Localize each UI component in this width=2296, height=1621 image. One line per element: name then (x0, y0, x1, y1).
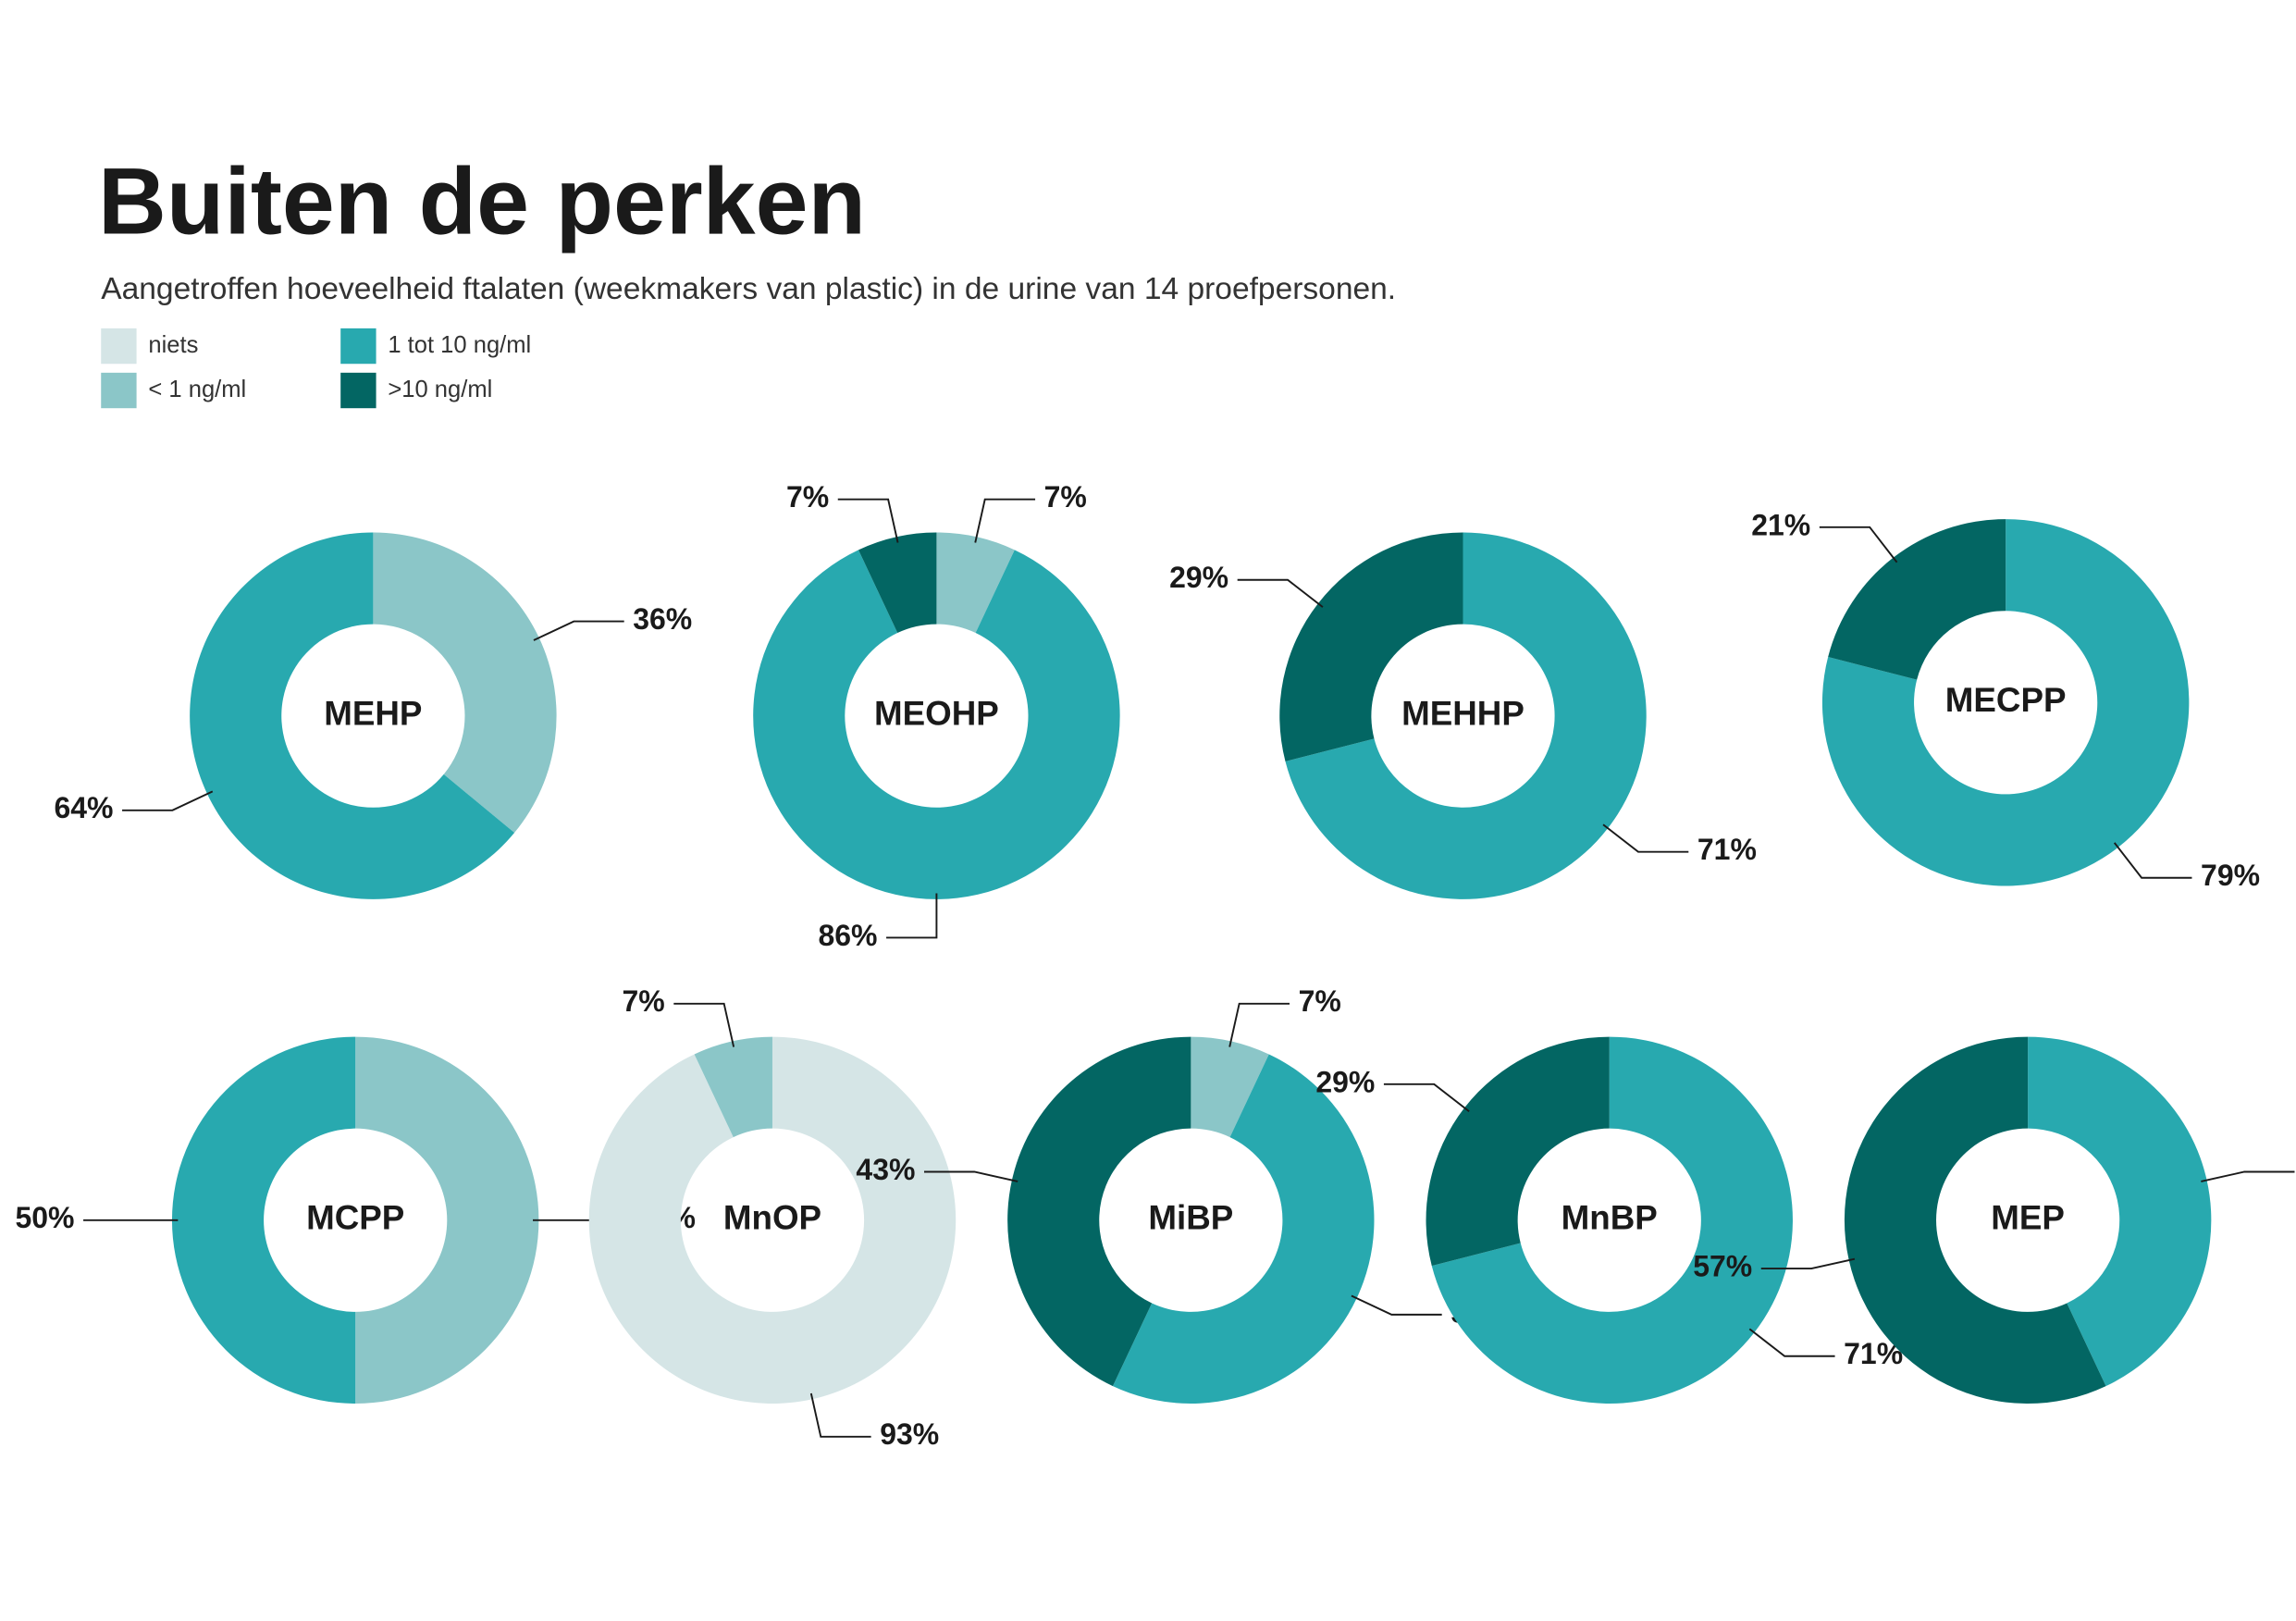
legend-label: >10 ng/ml (388, 377, 492, 402)
leader-line (886, 893, 938, 939)
donut-label: MEP (1991, 1198, 2065, 1236)
leader-line (837, 498, 899, 543)
donut-label: MEOHP (874, 694, 999, 732)
legend-label: 1 tot 10 ng/ml (388, 332, 531, 358)
donut-label: MCPP (306, 1198, 404, 1236)
value-label: 71% (1697, 833, 1757, 866)
donut-segment (1828, 519, 2006, 680)
donut-segment (858, 532, 937, 634)
legend-swatch (101, 328, 137, 365)
donut-segment (1821, 519, 2190, 886)
donut-segment (2028, 1036, 2212, 1387)
leader-line (2113, 842, 2192, 879)
value-label: 7% (1299, 984, 1341, 1018)
donut-segment (753, 550, 1120, 899)
value-label: 7% (786, 480, 829, 514)
donut-chart: 43%57%MEP (1693, 1036, 2295, 1404)
leader-line (533, 620, 624, 641)
donut-segment (588, 1036, 957, 1404)
donut-chart: 71% 29% MEHHP (1169, 532, 1757, 899)
legend-label: < 1 ng/ml (148, 377, 246, 402)
value-label: 29% (1169, 561, 1228, 594)
value-label: 21% (1751, 508, 1810, 541)
donut-label: MECPP (1945, 681, 2067, 719)
legend-swatch (340, 372, 376, 409)
donut-label: MnBP (1562, 1198, 1658, 1236)
donut-chart: 7% 86% 7% MEOHP (753, 480, 1120, 952)
value-label: 7% (1044, 480, 1087, 514)
leader-line (1228, 1002, 1290, 1047)
donut-segment (936, 532, 1015, 634)
leader-line (1351, 1294, 1442, 1316)
donut-segment (171, 1036, 356, 1404)
donut-segment (1112, 1054, 1375, 1404)
value-label: 7% (623, 984, 665, 1018)
chart-subtitle: Aangetroffen hoeveelheid ftalaten (weekm… (101, 272, 1396, 306)
value-label: 86% (818, 919, 877, 952)
donut-chart: 7%50%43%MiBP (856, 984, 1510, 1404)
donut-segment (1279, 532, 1463, 761)
leader-line (1383, 1083, 1470, 1112)
donut-segment (355, 1036, 539, 1404)
legend-swatch (101, 372, 137, 409)
leader-line (1748, 1328, 1835, 1357)
leader-line (1602, 823, 1689, 853)
donut-label: MEHHP (1401, 694, 1524, 732)
value-label: 50% (15, 1201, 74, 1234)
value-label: 29% (1315, 1065, 1375, 1098)
donut-segment (1191, 1036, 1269, 1138)
donut-chart: 36% 64% MEHP (54, 532, 692, 899)
leader-line (1760, 1257, 1856, 1270)
leader-line (673, 1002, 735, 1047)
legend-swatch (340, 328, 376, 365)
value-label: 43% (856, 1153, 915, 1186)
donut-segment (1844, 1036, 2106, 1404)
donut-segment (373, 532, 557, 834)
chart-title: Buiten de perken (98, 148, 866, 254)
charts: 36% 64% MEHP 7% 86% 7% MEOHP 71% 29% MEHHP 79% 21% M… (15, 480, 2295, 1451)
legend: niets < 1 ng/ml 1 tot 10 ng/ml >10 ng/ml (101, 328, 531, 409)
value-label: 93% (880, 1417, 939, 1451)
value-label: 64% (54, 791, 113, 824)
value-label: 57% (1693, 1250, 1752, 1283)
leader-line (1237, 578, 1324, 608)
leader-line (809, 1392, 871, 1438)
leader-line (974, 498, 1036, 543)
donut-chart: 93% 7% MnOP (588, 984, 957, 1451)
donut-chart: 79% 21% MECPP (1751, 508, 2260, 892)
donut-segment (1007, 1036, 1191, 1387)
donut-label: MiBP (1148, 1198, 1233, 1236)
leader-line (1819, 526, 1898, 563)
value-label: 36% (633, 602, 692, 636)
legend-label: niets (148, 332, 198, 358)
donut-chart: 71%29%MnBP (1315, 1036, 1903, 1404)
value-label: 79% (2201, 859, 2260, 892)
donut-segment (1285, 532, 1647, 899)
leader-line (924, 1170, 1018, 1182)
leader-line (2201, 1170, 2295, 1182)
donut-segment (1431, 1036, 1793, 1404)
donut-label: MEHP (324, 694, 422, 732)
donut-label: MnOP (723, 1198, 821, 1236)
donut-segment (1426, 1036, 1610, 1267)
donut-segment (694, 1036, 772, 1138)
leader-line (122, 790, 214, 811)
donut-segment (190, 532, 515, 899)
